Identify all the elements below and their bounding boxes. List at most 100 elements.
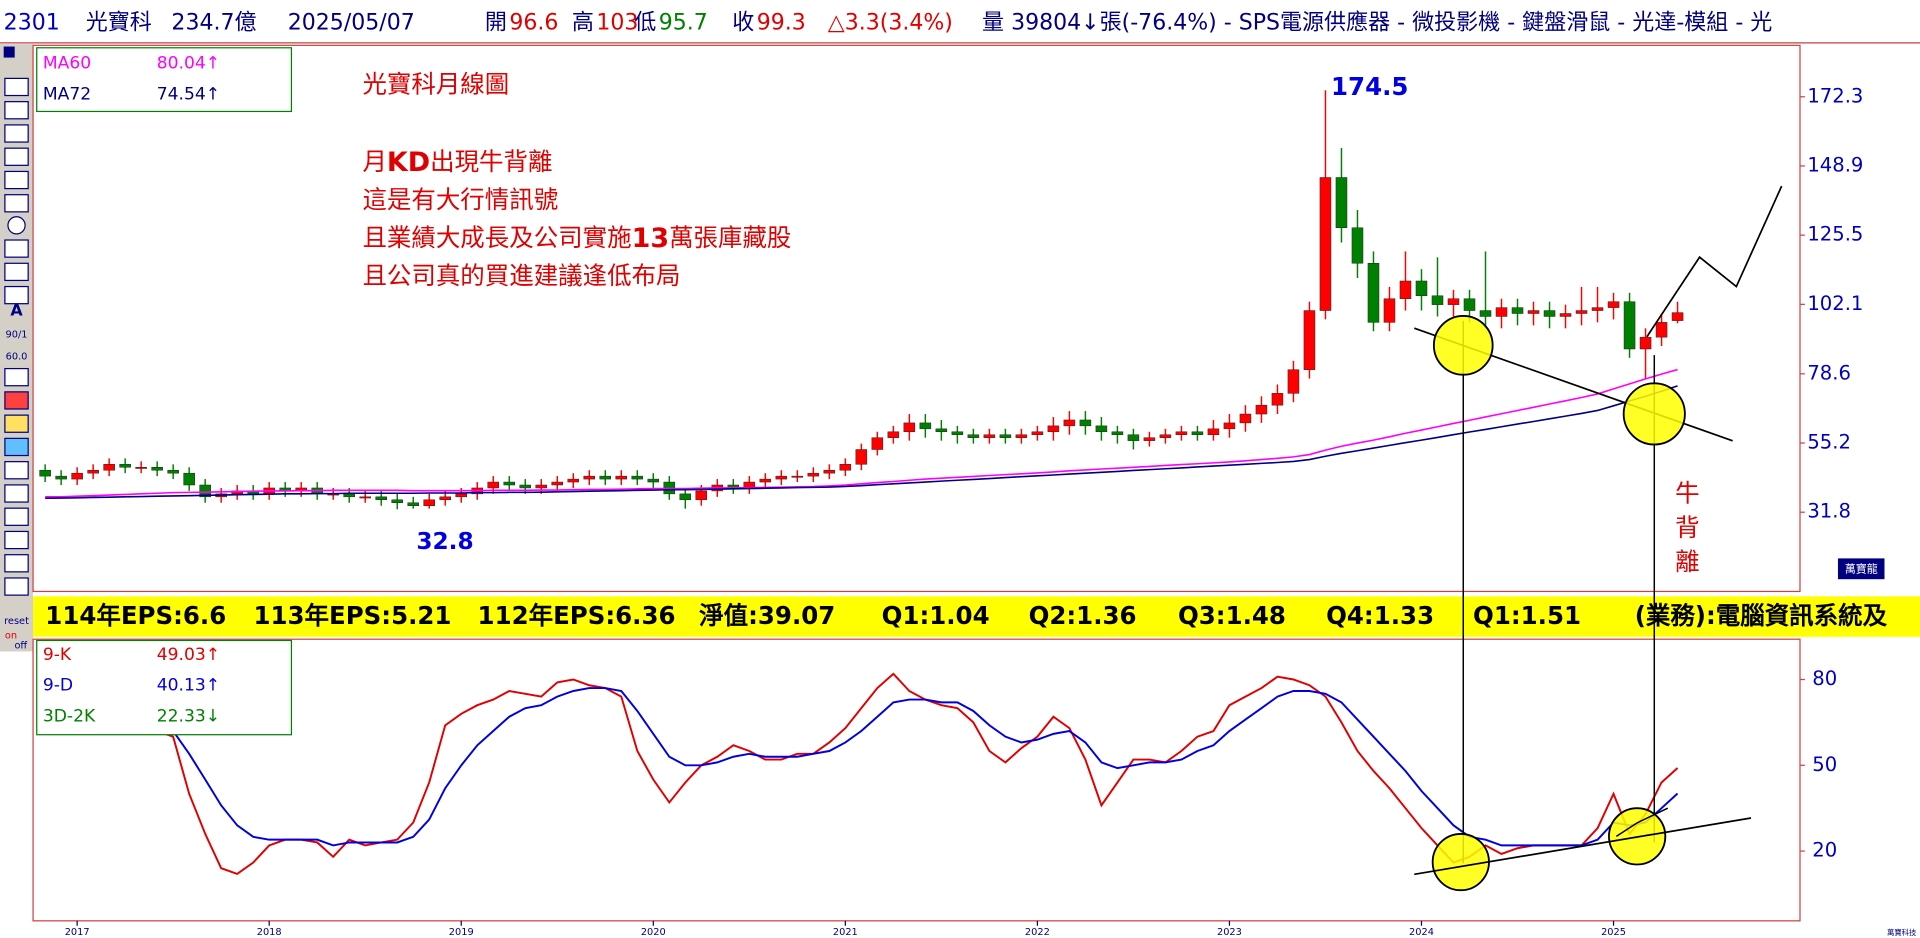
y-tick-label: 50 [1812, 753, 1837, 776]
candle-body [1399, 280, 1412, 299]
candle-body [679, 493, 692, 501]
toolbar-icon[interactable] [4, 77, 29, 97]
x-tick-label: 2023 [1217, 927, 1242, 938]
toolbar-icon[interactable] [4, 437, 29, 457]
candle-body [1207, 428, 1220, 435]
toolbar-icon[interactable] [4, 414, 29, 433]
candle-body [87, 469, 99, 474]
eps-item: Q4:1.33 [1326, 601, 1434, 630]
candle-body [1623, 301, 1636, 350]
toolbar-icon[interactable] [4, 124, 29, 143]
x-tick-label: 2017 [65, 927, 90, 938]
toolbar-icon[interactable] [4, 577, 29, 596]
toolbar-icon[interactable] [4, 147, 29, 166]
candle-body [1191, 431, 1204, 435]
candle-body [1047, 425, 1060, 433]
drawings [1413, 185, 1783, 892]
toolbar-label[interactable]: reset [4, 616, 29, 627]
candle-body [71, 472, 83, 480]
annotation-part: 且業績大成長及公司實施 [362, 223, 631, 252]
candle-body [967, 434, 980, 438]
toolbar-icon[interactable] [7, 216, 26, 235]
trend-line [1414, 817, 1752, 876]
ma-line [45, 385, 1678, 500]
low-label: 32.8 [416, 528, 473, 555]
candle-body [1335, 177, 1348, 229]
toolbar-icon[interactable] [4, 530, 29, 550]
annotation-part: 且公司真的買進建議逢低布局 [362, 261, 680, 290]
candle-body [1383, 298, 1396, 323]
candle-body [1159, 434, 1172, 438]
toolbar-icon[interactable] [4, 194, 29, 213]
candle-body [1495, 307, 1508, 317]
market-cap: 234.7億 [171, 10, 256, 35]
candle-body [343, 493, 355, 498]
candle-body [1319, 177, 1332, 311]
highlight-circle [1622, 382, 1686, 446]
candle-body [983, 434, 996, 438]
toolbar-icon[interactable] [4, 170, 29, 190]
eps-item: 112年EPS:6.36 [478, 601, 676, 630]
toolbar-icon[interactable] [4, 239, 29, 258]
candle-body [1671, 312, 1684, 321]
toolbar-icon[interactable] [4, 367, 29, 387]
candle-body [791, 475, 804, 478]
candle-body [999, 434, 1012, 438]
candle-body [1351, 227, 1364, 264]
change: △3.3(3.4%) [828, 10, 953, 35]
date: 2025/05/07 [288, 10, 415, 35]
toolbar-icon[interactable] [4, 262, 29, 282]
candle-body [1511, 307, 1524, 314]
candle-body [1639, 336, 1652, 350]
candle-body [55, 475, 67, 480]
candle-body [935, 428, 948, 433]
high-value: 103 [596, 10, 638, 35]
candle-body [1271, 393, 1284, 406]
candle-body [1079, 419, 1092, 427]
toolbar-icon[interactable] [4, 285, 29, 305]
toolbar-icon[interactable] [4, 484, 29, 503]
badge: 萬寶龍 [1845, 561, 1878, 575]
side-note: 牛背離 [1672, 480, 1701, 583]
toolbar-icon[interactable] [4, 101, 29, 120]
eps-item: 淨值:39.07 [699, 601, 835, 630]
x-tick-label: 2025 [1601, 927, 1626, 938]
ma-legend [36, 47, 293, 113]
legends: MA60 80.04↑ MA72 74.54↑ 9-K 49.03↑ 9-D 40.13↑ 3D… [43, 54, 220, 727]
eps-item: Q3:1.48 [1178, 601, 1286, 630]
y-tick-label: 80 [1812, 667, 1837, 690]
legend-name: MA72 [43, 84, 91, 104]
candle-body [455, 493, 467, 498]
toolbar-bg [0, 44, 34, 652]
toolbar-label[interactable]: 90/1 [6, 329, 28, 340]
toolbar-label[interactable]: A [10, 301, 23, 320]
annotation: 這是有大行情訊號 [362, 185, 558, 214]
eps-item: 113年EPS:5.21 [253, 601, 451, 630]
toolbar-icon[interactable] [4, 554, 29, 573]
eps-item: (業務):電腦資訊系統及 [1635, 601, 1888, 630]
toolbar-label[interactable]: off [14, 640, 27, 651]
open-value: 96.6 [509, 10, 558, 35]
toolbar-icon[interactable] [4, 507, 29, 526]
legend-name: MA60 [43, 54, 91, 74]
annotation-part: 13 [632, 222, 669, 253]
candle-body [1111, 431, 1124, 435]
toolbar-label[interactable]: on [5, 631, 17, 642]
candle-body [1527, 310, 1540, 314]
candle-body [807, 472, 820, 477]
stock-code: 2301 [4, 10, 60, 35]
toolbar-icon[interactable] [4, 391, 29, 410]
candle-body [1095, 425, 1108, 433]
toolbar-icon[interactable] [3, 46, 15, 58]
candle-body [135, 467, 147, 469]
high-label: 高 [572, 10, 594, 35]
header: 2301 光寶科 234.7億 2025/05/07 開 96.6 高 103 … [4, 9, 1773, 35]
annotation: 且公司真的買進建議逢低布局 [362, 261, 680, 290]
highlight-circle [1432, 315, 1494, 376]
toolbar-label[interactable]: 60.0 [6, 351, 28, 362]
toolbar-icon[interactable] [4, 461, 29, 480]
candle-body [615, 475, 628, 480]
legend-name: 3D-2K [43, 706, 96, 726]
highlight-circle [1431, 832, 1490, 892]
candle-body [759, 478, 772, 483]
